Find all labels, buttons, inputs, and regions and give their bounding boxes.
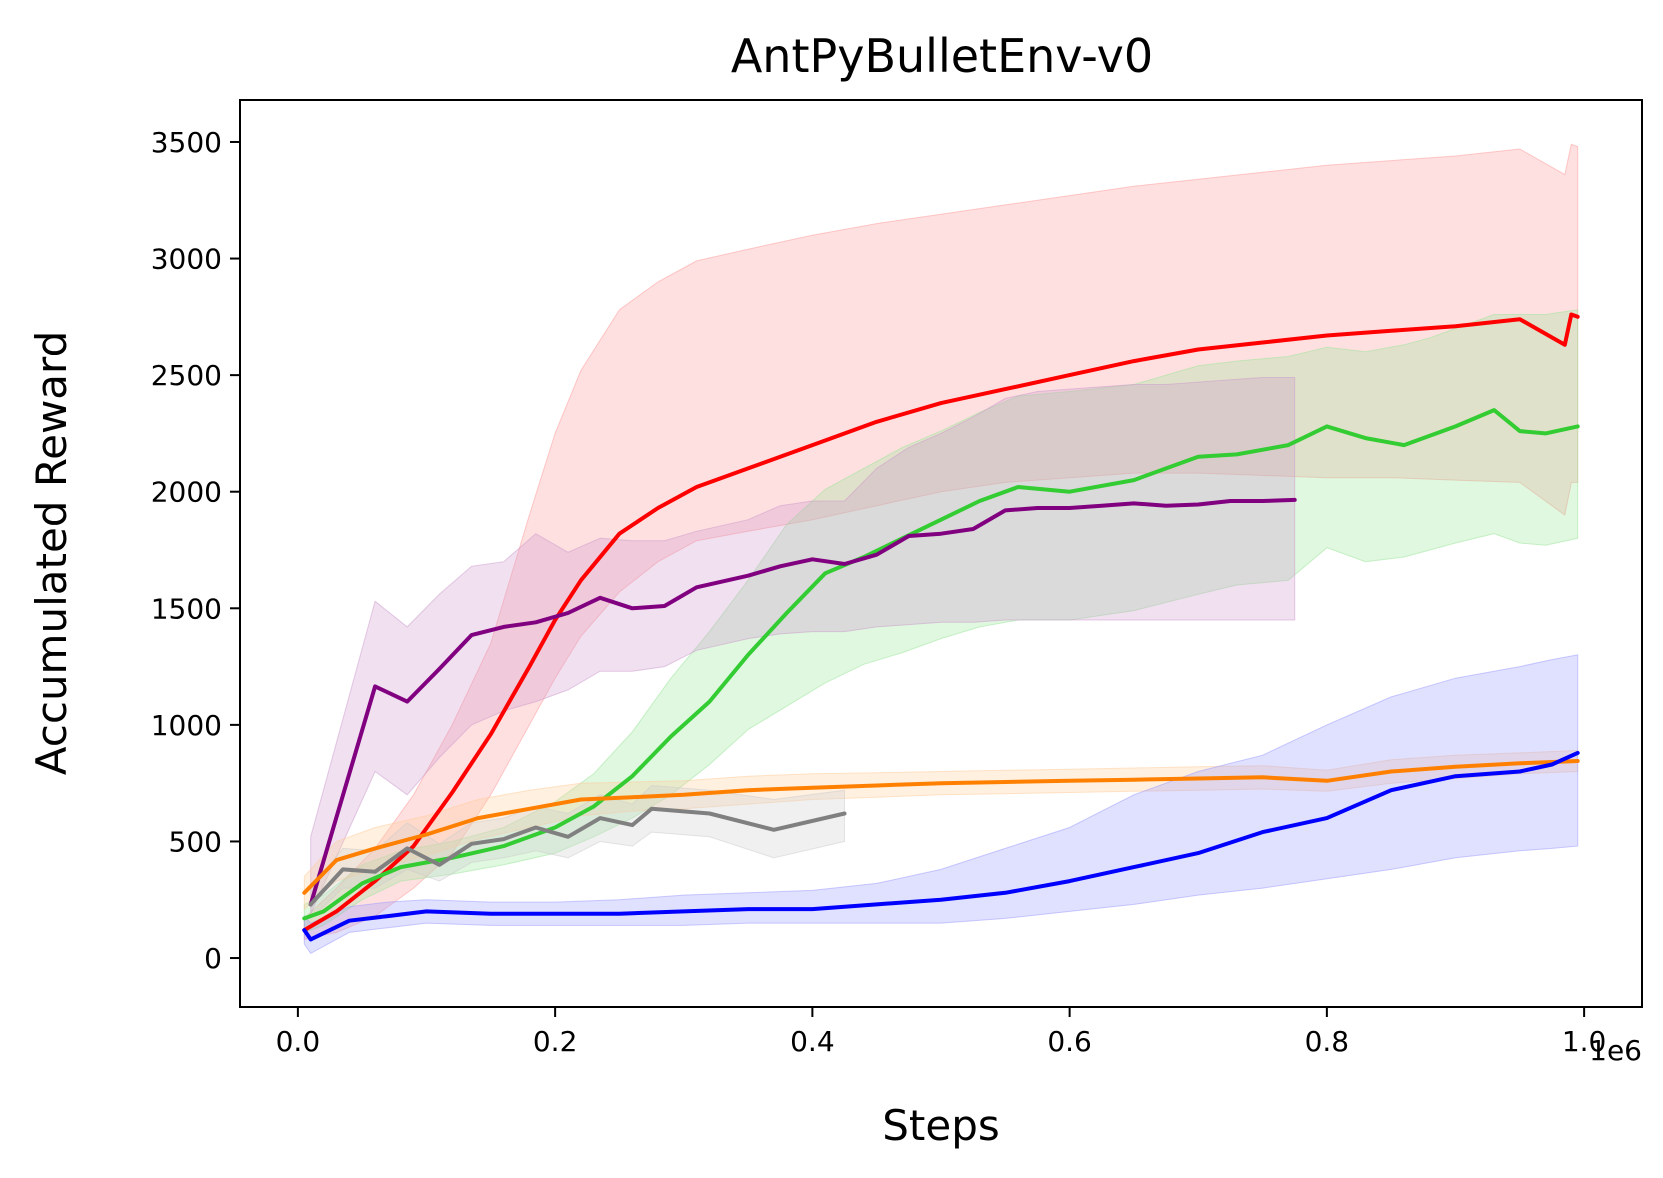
band-purple bbox=[310, 377, 1296, 914]
y-tick-label: 1000 bbox=[151, 709, 222, 742]
series-line-blue bbox=[302, 750, 1580, 942]
x-axis-label: Steps bbox=[882, 1101, 1000, 1150]
y-tick-label: 2000 bbox=[151, 476, 222, 509]
x-tick-label: 0.8 bbox=[1305, 1025, 1350, 1058]
series-line-green bbox=[302, 408, 1580, 921]
y-axis-ticks: 0 500 1000 1500 2000 2500 3000 3500 bbox=[151, 126, 240, 975]
series-line-orange bbox=[302, 759, 1580, 895]
y-tick-label: 1500 bbox=[151, 592, 222, 625]
x-axis-offset-label: 1e6 bbox=[1589, 1034, 1642, 1067]
y-tick-label: 500 bbox=[169, 825, 222, 858]
y-axis-label: Accumulated Reward bbox=[27, 331, 76, 775]
x-tick-label: 1.0 bbox=[1562, 1025, 1607, 1058]
x-tick-label: 0.4 bbox=[790, 1025, 835, 1058]
y-tick-label: 3000 bbox=[151, 243, 222, 276]
band-gray bbox=[310, 784, 845, 920]
y-tick-label: 2500 bbox=[151, 359, 222, 392]
x-axis-ticks: 0.0 0.2 0.4 0.6 0.8 1.0 bbox=[276, 1007, 1607, 1058]
band-green bbox=[303, 309, 1579, 934]
series-line-purple bbox=[308, 497, 1297, 907]
chart-title: AntPyBulletEnv-v0 bbox=[731, 29, 1153, 83]
band-blue bbox=[303, 654, 1579, 955]
series-line-gray bbox=[308, 806, 847, 907]
plot-frame bbox=[239, 99, 1643, 1008]
series-lines bbox=[302, 312, 1580, 942]
y-tick-label: 3500 bbox=[151, 126, 222, 159]
x-tick-label: 0.0 bbox=[276, 1025, 321, 1058]
y-tick-label: 0 bbox=[204, 942, 222, 975]
x-tick-label: 0.6 bbox=[1047, 1025, 1092, 1058]
x-tick-label: 0.2 bbox=[533, 1025, 578, 1058]
series-line-red bbox=[302, 312, 1580, 933]
